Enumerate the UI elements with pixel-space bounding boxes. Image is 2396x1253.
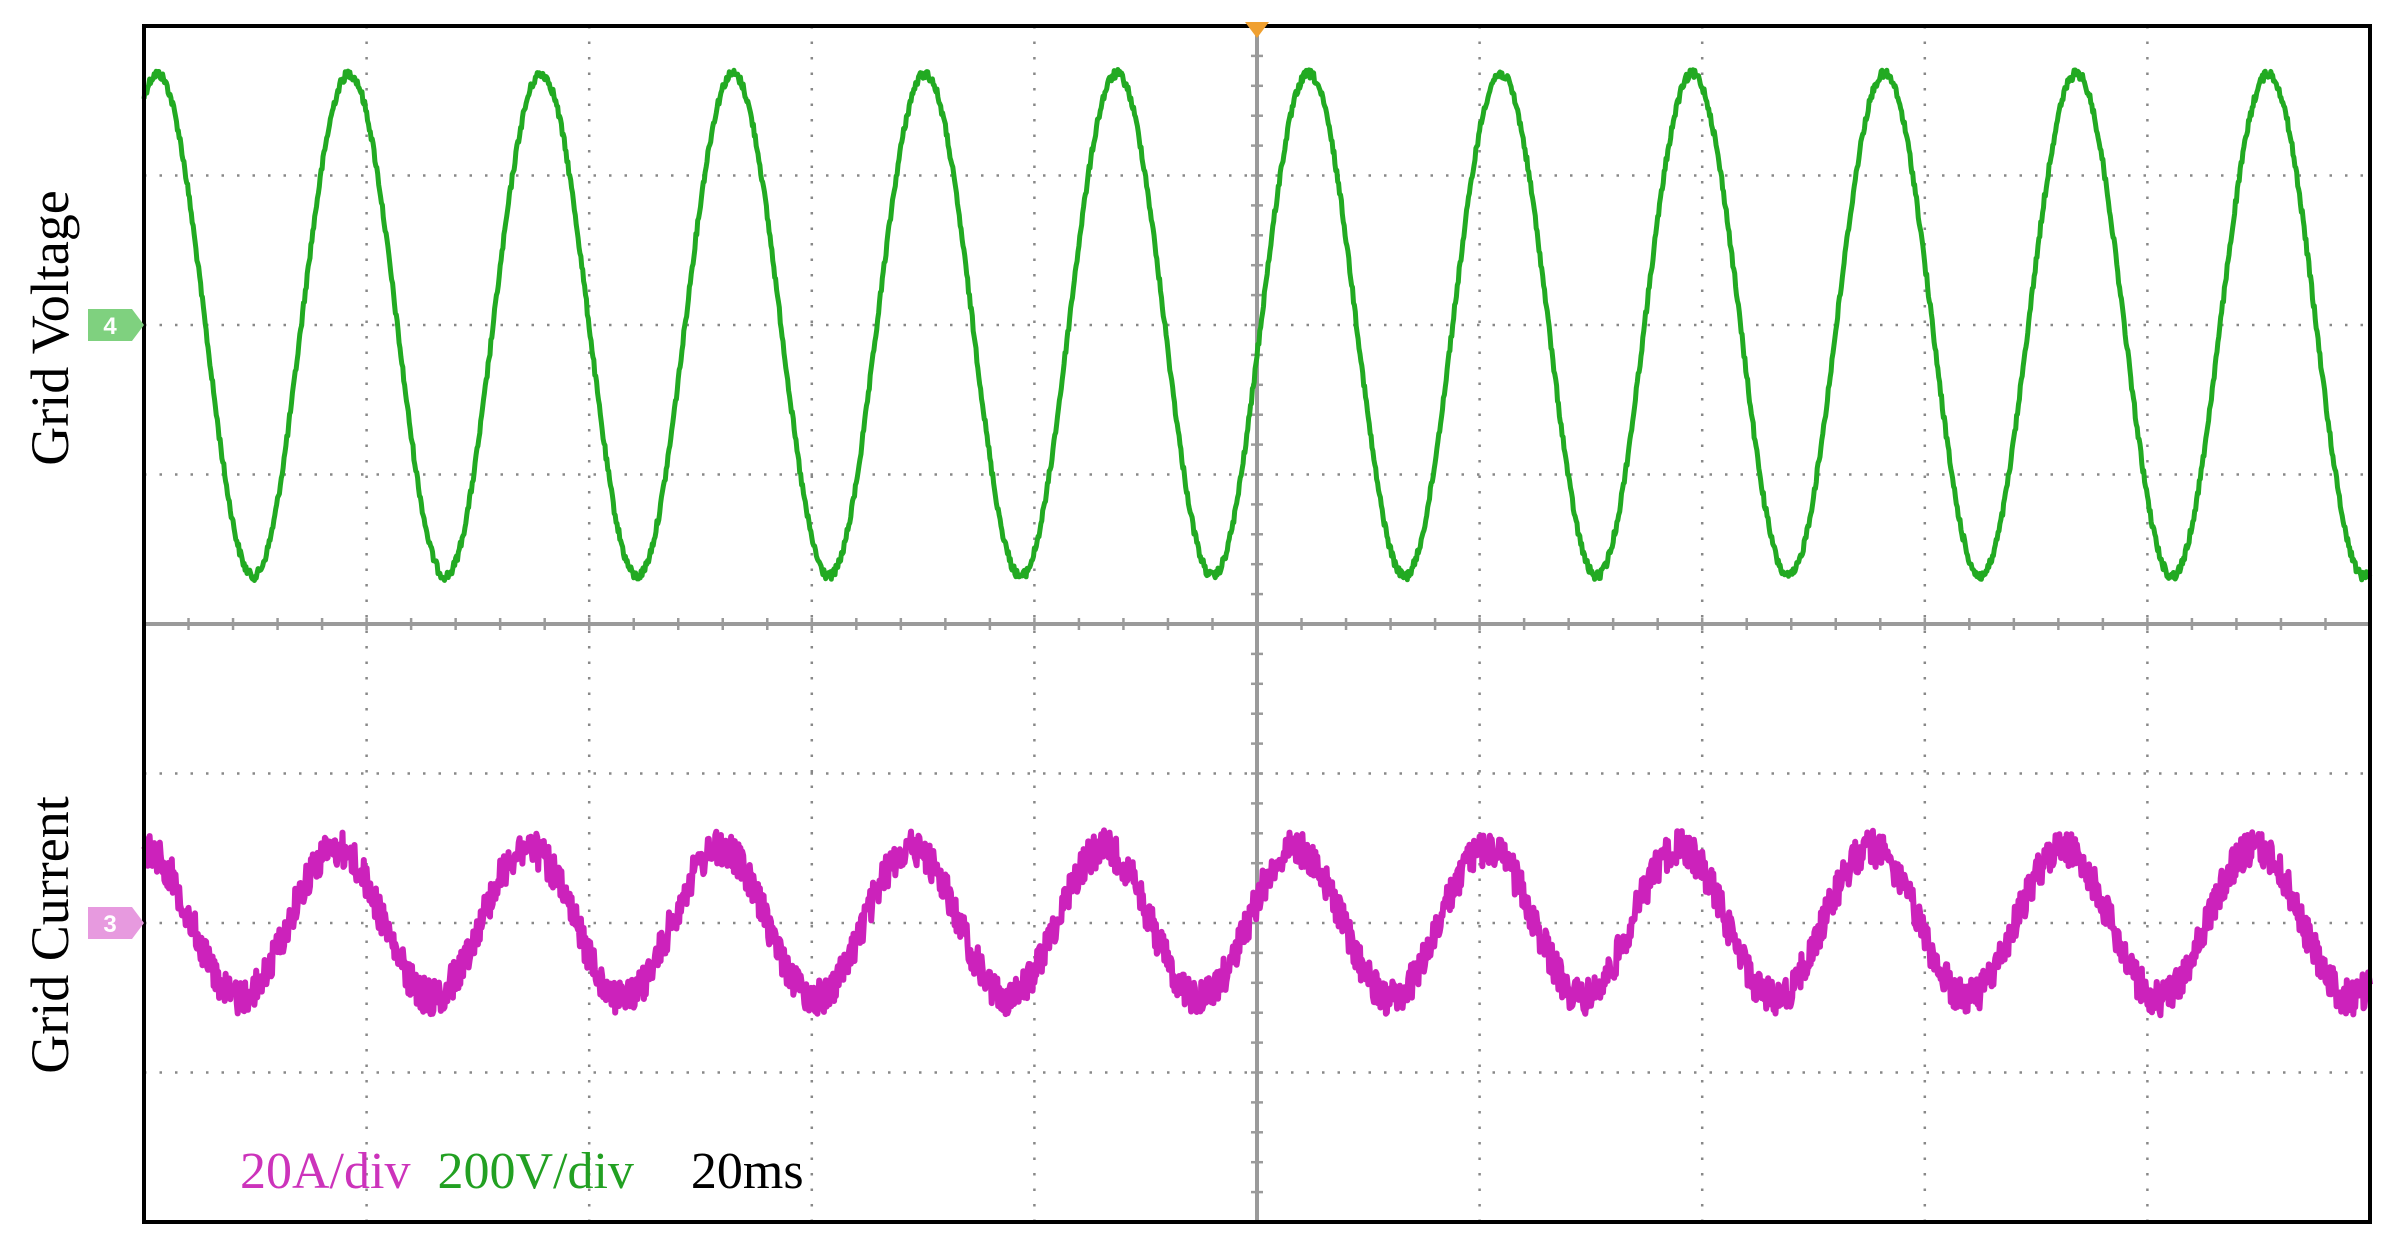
current-scale-label: 20A/div (240, 1143, 410, 1200)
traces (141, 67, 2373, 1019)
channel-3-marker-label: 3 (103, 911, 116, 938)
trigger-marker (1245, 22, 1269, 38)
current-axis-label: Grid Current (20, 796, 80, 1073)
channel-4-marker-label: 4 (103, 313, 117, 340)
graticule (142, 24, 2372, 1224)
channel-markers: 43 (88, 22, 1269, 939)
trace-grid-voltage (141, 67, 2373, 583)
channel-3-marker (88, 907, 144, 939)
voltage-axis-label: Grid Voltage (20, 190, 80, 465)
trace-grid-current (141, 827, 2373, 1019)
scale-readout: 20A/div 200V/div 20ms (240, 1143, 804, 1200)
channel-4-marker (88, 309, 144, 341)
time-scale-label: 20ms (691, 1143, 804, 1200)
voltage-scale-label: 200V/div (437, 1143, 633, 1200)
